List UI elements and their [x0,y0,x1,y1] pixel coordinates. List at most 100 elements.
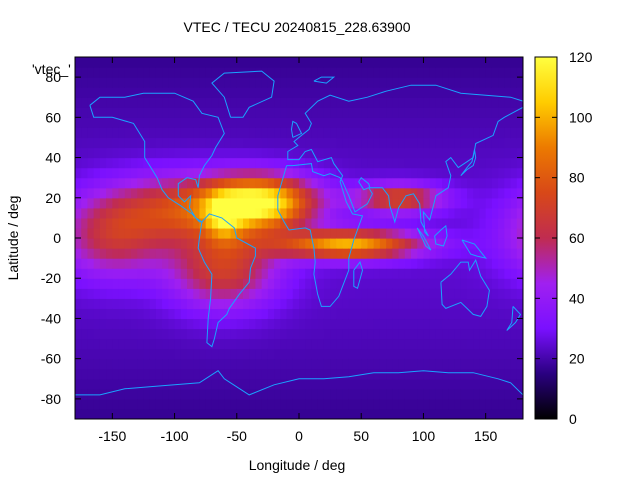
heatmap-cell [435,278,443,289]
heatmap-cell [255,378,263,390]
heatmap-cell [392,57,400,68]
heatmap-cell [367,368,375,380]
heatmap-cell [155,388,163,400]
heatmap-cell [106,398,113,410]
heatmap-cell [162,338,169,350]
heatmap-cell [392,207,400,219]
heatmap-cell [149,137,157,149]
heatmap-cell [442,268,449,279]
heatmap-cell [504,398,512,410]
heatmap-cell [311,227,319,239]
heatmap-cell [367,398,375,410]
heatmap-cell [367,127,375,139]
heatmap-cell [429,147,437,159]
heatmap-cell [236,177,244,189]
heatmap-cell [218,227,225,239]
heatmap-cell [292,278,300,289]
heatmap-cell [267,97,275,108]
heatmap-cell [504,278,512,289]
heatmap-cell [174,338,182,350]
heatmap-cell [379,358,387,370]
heatmap-cell [274,77,281,88]
heatmap-cell [267,87,275,98]
heatmap-cell [75,117,82,128]
heatmap-cell [367,378,375,390]
heatmap-cell [274,227,281,239]
heatmap-cell [355,298,362,309]
heatmap-cell [87,238,95,249]
heatmap-cell [124,318,132,330]
heatmap-cell [274,358,281,370]
heatmap-cell [224,388,232,400]
heatmap-cell [205,67,213,78]
heatmap-cell [236,388,244,400]
heatmap-cell [361,197,369,209]
heatmap-cell [473,358,481,370]
heatmap-cell [448,408,456,419]
heatmap-cell [112,107,120,118]
heatmap-cell [230,127,238,139]
heatmap-cell [267,157,275,169]
heatmap-cell [448,67,456,78]
heatmap-cell [504,217,512,229]
heatmap-cell [317,258,325,269]
heatmap-cell [280,177,288,189]
heatmap-cell [218,117,225,128]
heatmap-cell [448,87,456,98]
heatmap-cell [75,328,82,340]
heatmap-cell [143,388,151,400]
heatmap-cell [386,348,393,360]
heatmap-cell [504,117,512,128]
heatmap-cell [218,398,225,410]
heatmap-cell [442,258,449,269]
heatmap-cell [261,117,269,128]
heatmap-cell [180,107,188,118]
heatmap-cell [81,288,89,299]
heatmap-cell [498,338,505,350]
heatmap-cell [411,238,418,249]
heatmap-cell [404,338,412,350]
heatmap-cell [193,197,201,209]
heatmap-cell [280,338,288,350]
heatmap-cell [87,268,95,279]
heatmap-cell [311,298,319,309]
heatmap-cell [255,217,263,229]
heatmap-cell [411,207,418,219]
heatmap-cell [342,67,350,78]
heatmap-cell [299,77,306,88]
heatmap-cell [454,127,462,139]
heatmap-cell [187,117,194,128]
heatmap-cell [155,137,163,149]
heatmap-cell [510,157,518,169]
heatmap-cell [155,398,163,410]
heatmap-cell [274,268,281,279]
heatmap-cell [249,358,257,370]
heatmap-cell [355,157,362,169]
heatmap-cell [442,177,449,189]
heatmap-cell [118,408,126,419]
heatmap-cell [137,107,145,118]
heatmap-cell [267,147,275,159]
heatmap-cell [218,298,225,309]
heatmap-cell [274,298,281,309]
heatmap-cell [205,358,213,370]
heatmap-cell [243,348,250,360]
heatmap-cell [317,408,325,419]
heatmap-cell [510,338,518,350]
heatmap-cell [392,288,400,299]
heatmap-cell [224,348,232,360]
heatmap-cell [124,217,132,229]
heatmap-cell [299,378,306,390]
heatmap-cell [174,117,182,128]
heatmap-cell [211,388,219,400]
heatmap-cell [87,328,95,340]
heatmap-cell [485,217,493,229]
heatmap-cell [249,207,257,219]
heatmap-cell [180,227,188,239]
heatmap-cell [467,117,474,128]
heatmap-cell [398,318,406,330]
heatmap-cell [516,157,523,169]
heatmap-cell [292,338,300,350]
heatmap-cell [311,217,319,229]
heatmap-cell [118,278,126,289]
